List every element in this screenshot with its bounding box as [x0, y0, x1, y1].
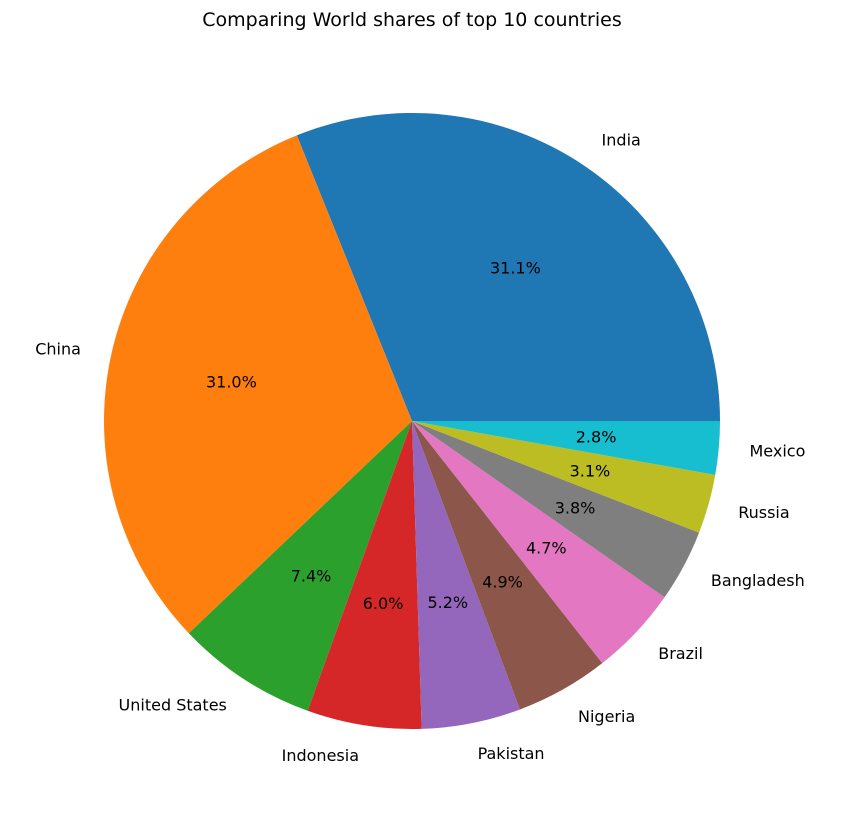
pie-percent-label: 31.1%: [490, 258, 541, 277]
pie-slice-label: China: [35, 340, 81, 359]
pie-slice-brazil: [412, 421, 665, 664]
pie-slice-label: Mexico: [749, 441, 805, 460]
pie-percent-label: 4.9%: [482, 573, 523, 592]
pie-slice-label: Bangladesh: [711, 571, 805, 590]
pie-percent-label: 4.7%: [526, 538, 567, 557]
pie-slice-label: Pakistan: [478, 744, 545, 763]
pie-percent-label: 2.8%: [576, 428, 617, 447]
chart-title: Comparing World shares of top 10 countri…: [202, 9, 621, 31]
pie-slice-russia: [412, 421, 716, 533]
pie-percent-label: 5.2%: [427, 593, 468, 612]
pie-slice-label: Brazil: [658, 644, 703, 663]
pie-slice-label: Nigeria: [578, 707, 635, 726]
pie-percent-label: 3.8%: [555, 498, 596, 517]
pie-slice-mexico: [412, 421, 720, 475]
pie-slice-nigeria: [412, 421, 603, 710]
pie-slice-pakistan: [412, 421, 520, 729]
pie-slice-indonesia: [307, 421, 422, 730]
pie-slice-bangladesh: [412, 421, 700, 598]
pie-slice-united-states: [188, 421, 412, 711]
pie-slice-label: Indonesia: [282, 746, 359, 765]
pie-slice-china: [104, 135, 412, 634]
pie-percent-label: 7.4%: [291, 566, 332, 585]
pie-percent-label: 6.0%: [363, 594, 404, 613]
pie-slice-labels: India China United States Indonesia Pakistan…: [35, 131, 805, 765]
pie-percent-label: 31.0%: [206, 372, 257, 391]
pie-percent-labels: 31.1% 31.0% 7.4% 6.0% 5.2% 4.9%4.7% 3.8% 3.1% 2.…: [206, 258, 616, 613]
pie-percent-label: 3.1%: [570, 461, 611, 480]
pie-slices: [104, 113, 720, 730]
pie-slice-label: India: [602, 131, 641, 150]
pie-slice-label: United States: [119, 695, 227, 714]
pie-slice-india: [296, 113, 720, 421]
pie-slice-label: Russia: [738, 503, 789, 522]
